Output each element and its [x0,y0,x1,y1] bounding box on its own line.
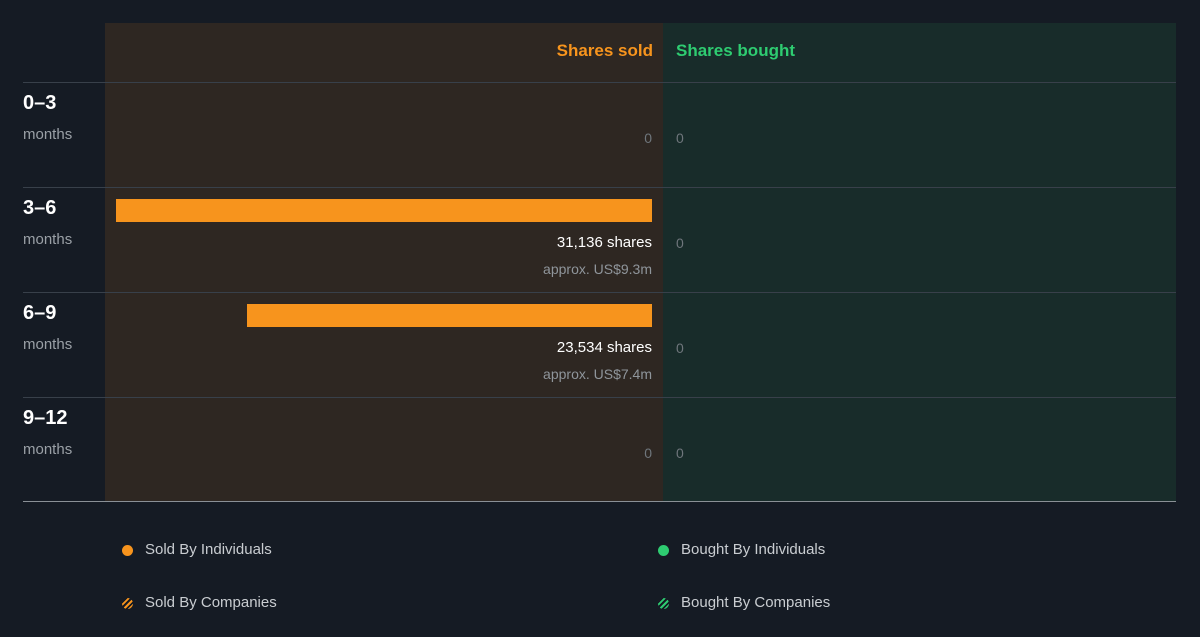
period-label: 6–9 [23,302,57,324]
bought-value-label: 0 [676,235,684,251]
bought-value-label: 0 [676,445,684,461]
orange-hatched-dot-icon [122,597,133,609]
sold-shares-label: 31,136 shares [556,234,652,251]
period-unit: months [23,126,73,143]
row-divider [23,187,1176,188]
row-divider [23,397,1176,398]
row-divider [23,292,1176,293]
legend-bought-individuals[interactable]: Bought By Individuals [658,541,825,559]
sold-value-label: 0 [644,445,652,461]
green-hatched-dot-icon [658,597,669,609]
sold-bar [116,199,652,222]
shares-bought-title: Shares bought [676,41,796,60]
sold-shares-label: 23,534 shares [556,339,652,356]
x-axis-line [23,501,1176,502]
bought-value-label: 0 [676,130,684,146]
period-label: 9–12 [23,407,68,429]
shares-sold-title: Shares sold [556,41,653,60]
shares-bought-panel [663,23,1176,501]
row-divider [23,82,1176,83]
bought-value-label: 0 [676,340,684,356]
legend-label: Bought By Individuals [681,541,826,558]
sold-bar [246,304,652,327]
legend-label: Bought By Companies [681,594,831,611]
legend-sold-companies[interactable]: Sold By Companies [122,594,277,612]
shares-sold-panel [105,23,663,501]
period-unit: months [23,231,73,248]
sold-approx-label: approx. US$7.4m [543,366,652,382]
period-unit: months [23,441,73,458]
green-dot-icon [658,544,669,556]
orange-dot-icon [122,544,133,556]
sold-approx-label: approx. US$9.3m [543,261,652,277]
period-unit: months [23,336,73,353]
legend-bought-companies[interactable]: Bought By Companies [658,594,830,612]
period-label: 0–3 [23,92,57,114]
sold-value-label: 0 [644,130,652,146]
legend-label: Sold By Companies [145,594,277,611]
period-label: 3–6 [23,197,57,219]
legend-label: Sold By Individuals [145,541,272,558]
legend-sold-individuals[interactable]: Sold By Individuals [122,541,272,559]
